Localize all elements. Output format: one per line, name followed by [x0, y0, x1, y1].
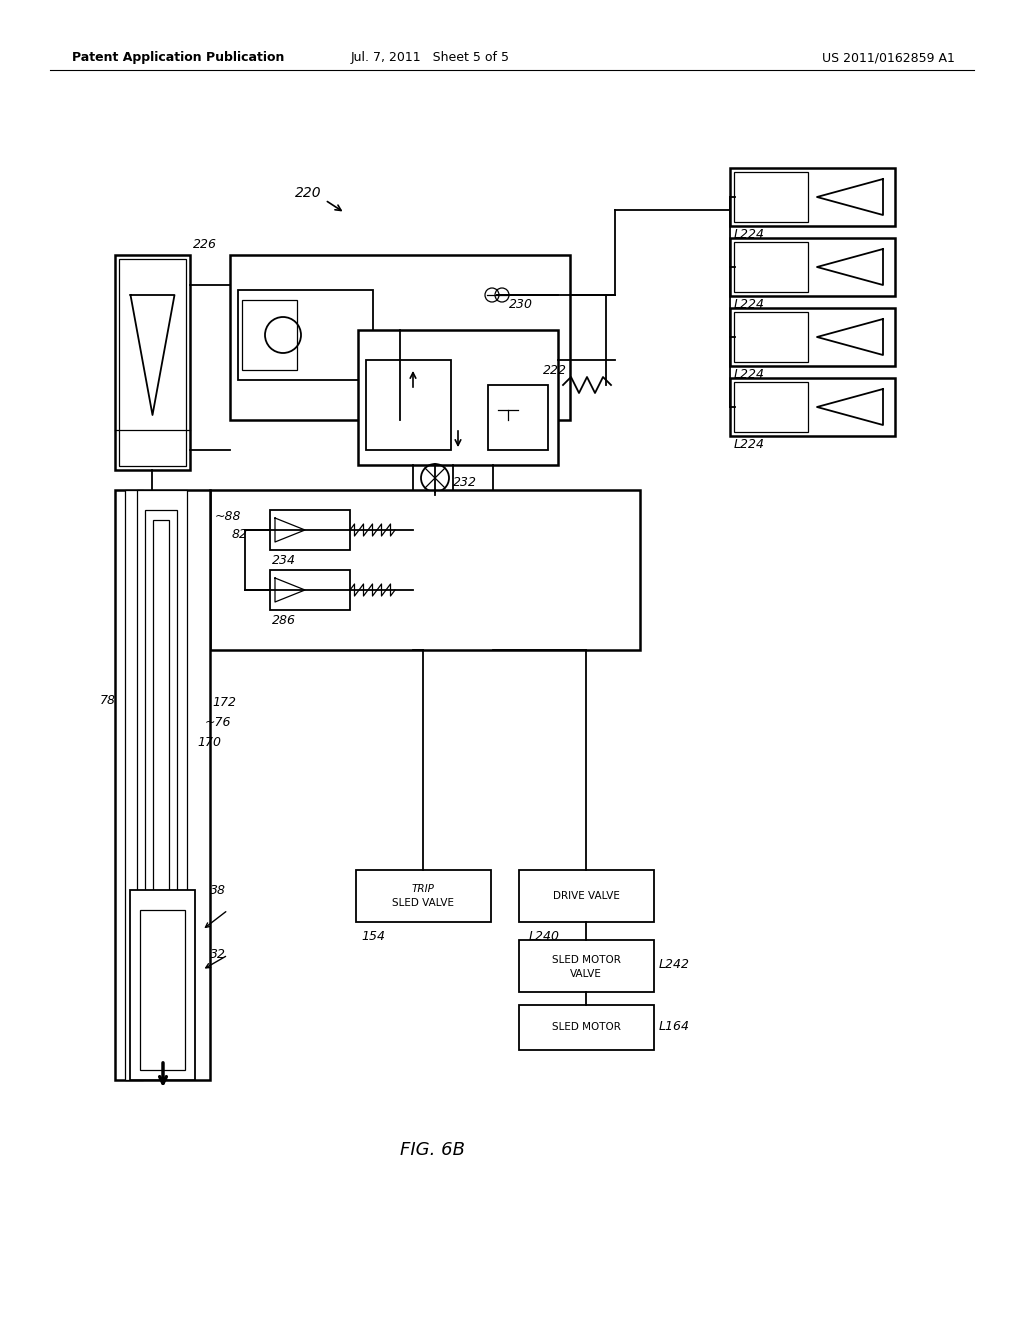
Bar	[730, 168, 895, 226]
Bar	[230, 255, 570, 420]
Text: US 2011/0162859 A1: US 2011/0162859 A1	[822, 51, 955, 65]
Bar	[519, 1005, 654, 1049]
Bar	[734, 381, 808, 432]
Text: 222: 222	[543, 363, 567, 376]
Bar	[734, 242, 808, 292]
Text: 226: 226	[193, 239, 217, 252]
Bar	[734, 172, 808, 222]
Bar	[137, 490, 187, 931]
Bar	[734, 312, 808, 362]
Bar	[356, 870, 490, 921]
Text: 78: 78	[100, 693, 116, 706]
Text: SLED VALVE: SLED VALVE	[392, 898, 454, 908]
Bar	[140, 909, 185, 1071]
Bar	[145, 510, 177, 920]
Bar	[119, 259, 186, 466]
Bar	[242, 300, 297, 370]
Text: 232: 232	[453, 477, 477, 490]
Text: TRIP: TRIP	[412, 884, 434, 894]
Bar	[488, 385, 548, 450]
Bar	[366, 360, 451, 450]
Text: L164: L164	[659, 1020, 690, 1034]
Text: FIG. 6B: FIG. 6B	[400, 1140, 465, 1159]
Polygon shape	[275, 578, 305, 602]
Text: L224: L224	[734, 297, 765, 310]
Text: SLED MOTOR: SLED MOTOR	[552, 954, 621, 965]
Text: Patent Application Publication: Patent Application Publication	[72, 51, 285, 65]
Bar	[358, 330, 558, 465]
Bar	[130, 890, 195, 1080]
Bar	[210, 490, 640, 649]
Text: 82: 82	[232, 528, 248, 541]
Polygon shape	[817, 249, 883, 285]
Text: SLED MOTOR: SLED MOTOR	[552, 1022, 621, 1032]
Text: 32: 32	[210, 949, 226, 961]
Text: 38: 38	[210, 883, 226, 896]
Polygon shape	[130, 294, 174, 414]
Text: 234: 234	[272, 553, 296, 566]
Bar	[115, 490, 210, 1080]
Bar	[730, 378, 895, 436]
Polygon shape	[817, 319, 883, 355]
Text: L224: L224	[734, 227, 765, 240]
Text: L224: L224	[734, 437, 765, 450]
Text: 172: 172	[212, 696, 236, 709]
Polygon shape	[275, 517, 305, 543]
Polygon shape	[817, 180, 883, 215]
Polygon shape	[817, 389, 883, 425]
Text: 220: 220	[295, 186, 322, 201]
Bar	[115, 255, 190, 470]
Text: 286: 286	[272, 614, 296, 627]
Text: DRIVE VALVE: DRIVE VALVE	[553, 891, 620, 902]
Text: ~88: ~88	[215, 511, 242, 524]
Text: L242: L242	[659, 958, 690, 972]
Bar	[730, 238, 895, 296]
Text: ~76: ~76	[205, 715, 231, 729]
Text: L224: L224	[734, 367, 765, 380]
Text: Jul. 7, 2011   Sheet 5 of 5: Jul. 7, 2011 Sheet 5 of 5	[350, 51, 510, 65]
Bar	[125, 490, 143, 1080]
Text: 170: 170	[197, 735, 221, 748]
Bar	[270, 570, 350, 610]
Bar	[519, 940, 654, 993]
Bar	[238, 290, 373, 380]
Bar	[153, 520, 169, 909]
Text: 154: 154	[361, 929, 385, 942]
Text: L240: L240	[529, 929, 560, 942]
Bar	[519, 870, 654, 921]
Text: 230: 230	[509, 298, 534, 312]
Bar	[270, 510, 350, 550]
Bar	[730, 308, 895, 366]
Text: VALVE: VALVE	[570, 969, 602, 979]
